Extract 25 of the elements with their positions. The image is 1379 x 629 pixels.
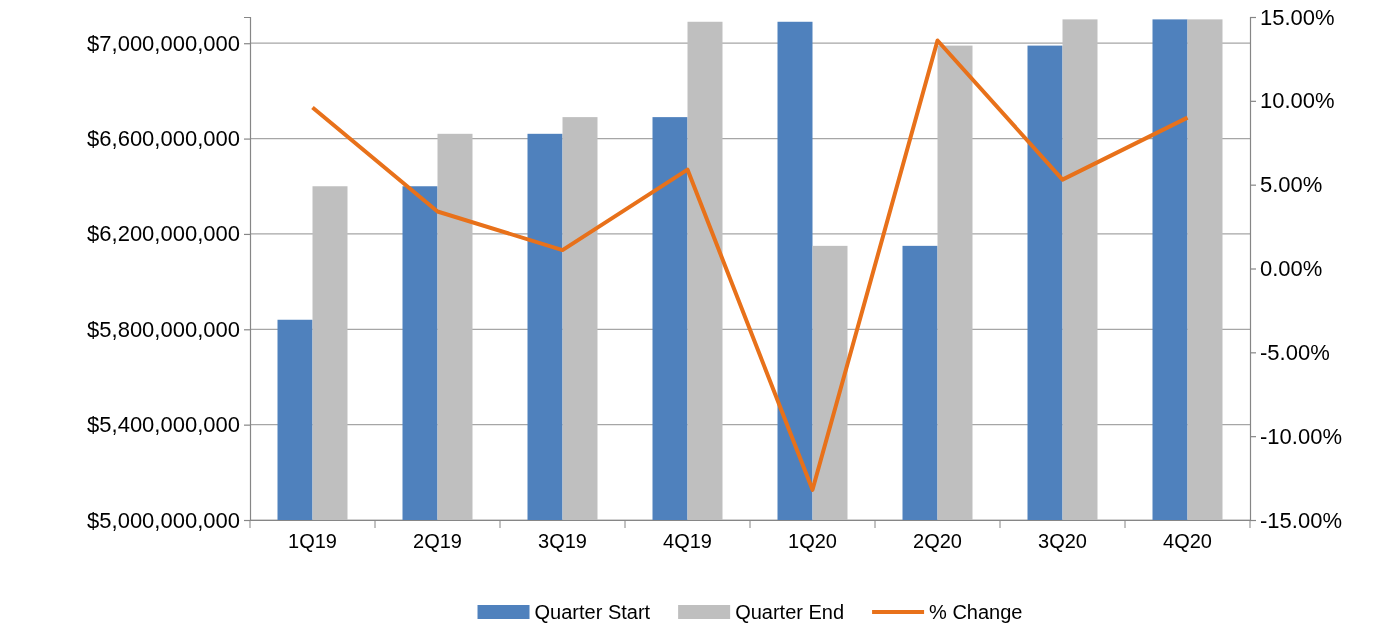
y2-tick-label: 5.00% bbox=[1260, 172, 1323, 198]
x-tick-label: 4Q19 bbox=[663, 530, 712, 553]
y-tick-label: $6,200,000,000 bbox=[87, 221, 240, 247]
y2-tick-label: 10.00% bbox=[1260, 88, 1335, 114]
y-tick-label: $7,000,000,000 bbox=[87, 30, 240, 56]
x-tick-label: 4Q20 bbox=[1163, 530, 1212, 553]
y2-tick-label: 0.00% bbox=[1260, 256, 1323, 282]
y-tick-label: $5,800,000,000 bbox=[87, 316, 240, 342]
x-tick-label: 3Q20 bbox=[1038, 530, 1087, 553]
x-tick-label: 1Q20 bbox=[788, 530, 837, 553]
y2-tick-label: -5.00% bbox=[1260, 339, 1330, 365]
y2-tick-label: -15.00% bbox=[1260, 507, 1342, 533]
legend-label: Quarter Start bbox=[534, 601, 651, 623]
legend-label: % Change bbox=[929, 601, 1023, 623]
y2-tick-label: -10.00% bbox=[1260, 423, 1342, 449]
y-tick-label: $6,600,000,000 bbox=[87, 126, 240, 152]
line-series bbox=[310, 38, 1190, 492]
x-tick-label: 2Q20 bbox=[913, 530, 962, 553]
x-tick-label: 3Q19 bbox=[538, 530, 587, 553]
x-tick-label: 2Q19 bbox=[413, 530, 462, 553]
y-tick-label: $5,000,000,000 bbox=[87, 507, 240, 533]
legend-label: Quarter End bbox=[735, 601, 845, 623]
y2-tick-label: 15.00% bbox=[1260, 4, 1335, 30]
x-tick-label: 1Q19 bbox=[288, 530, 337, 553]
y-tick-label: $5,400,000,000 bbox=[87, 412, 240, 438]
